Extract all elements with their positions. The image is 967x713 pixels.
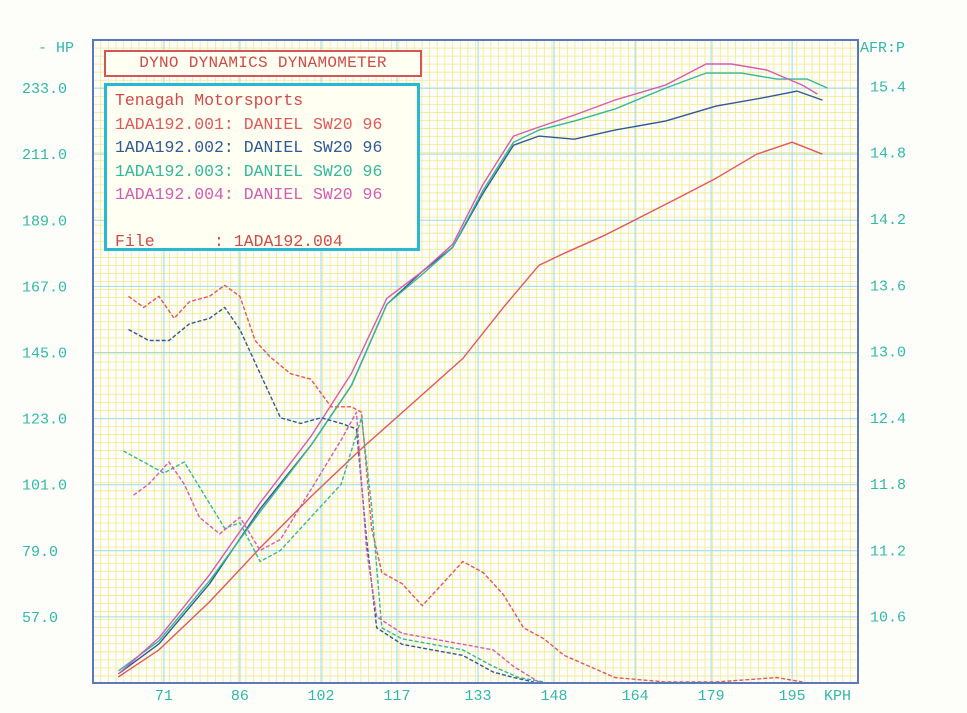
y2-tick-label: 14.8 bbox=[870, 146, 906, 163]
y2-tick-label: 11.8 bbox=[870, 477, 906, 494]
plot-frame bbox=[92, 39, 859, 684]
y-tick-label: 123.0 bbox=[22, 412, 67, 429]
y-tick-label: 101.0 bbox=[22, 478, 67, 495]
x-tick-label: 71 bbox=[155, 688, 173, 705]
legend-spacer bbox=[115, 207, 417, 231]
legend-run-1: 1ADA192.001: DANIEL SW20 96 bbox=[115, 114, 383, 134]
axes: 57.0 79.0 101.0 123.0 145.0 167.0 189.0 211.0 23… bbox=[22, 39, 906, 705]
legend-run-2: 1ADA192.002: DANIEL SW20 96 bbox=[115, 138, 383, 157]
y2-tick-label: 11.2 bbox=[870, 543, 906, 560]
y2-tick-label: 13.6 bbox=[870, 278, 906, 295]
y2-tick-label: 13.0 bbox=[870, 345, 906, 362]
y-tick-label: 57.0 bbox=[22, 610, 58, 627]
afr-series-1 bbox=[128, 284, 803, 683]
hp-series-4 bbox=[117, 63, 818, 675]
y-tick-label: 211.0 bbox=[22, 147, 67, 164]
y2-tick-label: 15.4 bbox=[870, 79, 906, 96]
right-axis-label: AFR:P bbox=[860, 40, 905, 57]
x-tick-label: 164 bbox=[622, 688, 649, 705]
shop-name: Tenagah Motorsports bbox=[115, 91, 304, 110]
hp-series-2 bbox=[117, 90, 823, 675]
x-tick-label: 179 bbox=[698, 688, 725, 705]
legend-run-4: 1ADA192.004: DANIEL SW20 96 bbox=[115, 185, 383, 204]
afr-series-3 bbox=[123, 417, 545, 683]
afr-series-4 bbox=[133, 411, 540, 683]
x-tick-label: 195 bbox=[779, 688, 806, 705]
y-tick-label: 145.0 bbox=[22, 345, 67, 362]
chart-title: DYNO DYNAMICS DYNAMOMETER bbox=[104, 50, 422, 77]
x-tick-label: 117 bbox=[383, 688, 410, 705]
x-unit-label: KPH bbox=[824, 688, 851, 705]
x-tick-label: 133 bbox=[465, 688, 492, 705]
y2-tick-label: 12.4 bbox=[870, 411, 906, 428]
y-tick-label: 233.0 bbox=[22, 81, 67, 98]
legend-run-3: 1ADA192.003: DANIEL SW20 96 bbox=[115, 161, 383, 181]
x-tick-label: 102 bbox=[307, 688, 334, 705]
y2-tick-label: 10.6 bbox=[870, 610, 906, 627]
x-tick-label: 86 bbox=[231, 688, 249, 705]
y-tick-label: 167.0 bbox=[22, 279, 67, 296]
left-axis-label: - HP bbox=[38, 40, 74, 57]
series-layer bbox=[117, 63, 828, 683]
file-line: File : 1ADA192.004 bbox=[115, 232, 343, 251]
y-tick-label: 79.0 bbox=[22, 544, 58, 561]
info-legend-box: Tenagah Motorsports 1ADA192.001: DANIEL … bbox=[104, 83, 420, 251]
y-tick-label: 189.0 bbox=[22, 213, 67, 230]
hp-series-1 bbox=[117, 141, 823, 678]
afr-series-2 bbox=[128, 306, 534, 683]
hp-series-3 bbox=[117, 72, 828, 672]
y2-tick-label: 14.2 bbox=[870, 212, 906, 229]
x-tick-label: 148 bbox=[541, 688, 568, 705]
